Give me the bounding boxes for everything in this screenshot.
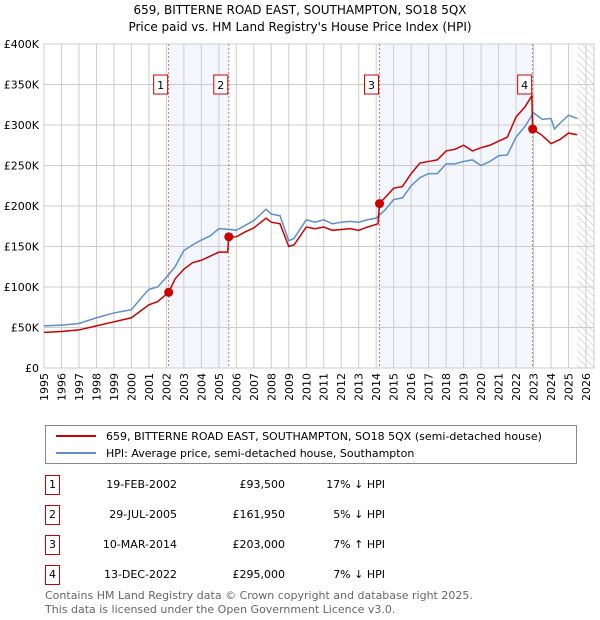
x-tick-label: 2023 (528, 373, 541, 400)
x-tick-label: 2022 (510, 373, 523, 400)
legend-label: HPI: Average price, semi-detached house,… (106, 446, 415, 460)
x-tick-label: 2018 (440, 373, 453, 400)
y-tick-label: £200K (4, 200, 40, 213)
x-tick-label: 2004 (195, 373, 208, 400)
y-tick-label: £400K (4, 38, 40, 51)
chart-plot: 1995 1996 1997 1998 1999 2000 2001 2002 2003 2004… (4, 38, 595, 400)
x-tick-label: 2011 (318, 373, 331, 400)
x-tick-label: 2024 (545, 373, 558, 400)
x-tick-label: 2001 (143, 373, 156, 400)
sale-marker-label: 4 (521, 79, 528, 92)
hpi-diff: 7% ↓ HPI (333, 568, 385, 581)
sale-point (375, 199, 385, 209)
x-tick-label: 2014 (370, 373, 383, 400)
hpi-diff: 5% ↓ HPI (333, 508, 385, 521)
x-tick-label: 2003 (178, 373, 191, 400)
hpi-diff: 7% ↑ HPI (333, 538, 385, 551)
price-line (43, 93, 578, 334)
footer-licence: This data is licensed under the Open Gov… (45, 603, 396, 616)
y-tick-label: £250K (4, 160, 40, 173)
sale-date: 29-JUL-2005 (109, 508, 177, 521)
sale-date: 19-FEB-2002 (106, 478, 177, 491)
sale-point (224, 232, 234, 242)
x-tick-label: 2012 (335, 373, 348, 400)
x-tick-label: 1997 (73, 373, 86, 400)
x-tick-label: 2025 (563, 373, 576, 400)
x-tick-label: 2009 (283, 373, 296, 400)
sale-marker-label: 2 (217, 79, 224, 92)
marker-badge: 2 (45, 505, 60, 525)
y-tick-label: £150K (4, 241, 40, 254)
chart-subtitle: Price paid vs. HM Land Registry's House … (128, 20, 472, 34)
y-tick-label: £0 (25, 362, 39, 375)
legend: 659, BITTERNE ROAD EAST, SOUTHAMPTON, SO… (45, 425, 577, 464)
sale-date: 10-MAR-2014 (102, 538, 177, 551)
sale-price: £295,000 (232, 568, 286, 581)
sale-point (528, 124, 538, 134)
sale-marker-box (213, 74, 229, 95)
legend-item-price: 659, BITTERNE ROAD EAST, SOUTHAMPTON, SO… (56, 428, 542, 444)
y-tick-label: £300K (4, 119, 40, 132)
plot-border (43, 43, 595, 369)
x-tick-label: 2006 (230, 373, 243, 400)
sale-marker-label: 1 (157, 79, 164, 92)
x-tick-label: 2015 (388, 373, 401, 400)
sale-price: £93,500 (239, 478, 286, 491)
marker-badge: 4 (45, 565, 60, 585)
footer-copyright: Contains HM Land Registry data © Crown c… (45, 589, 473, 602)
legend-label: 659, BITTERNE ROAD EAST, SOUTHAMPTON, SO… (106, 429, 542, 443)
x-tick-label: 2020 (475, 373, 488, 400)
x-tick-label: 2013 (353, 373, 366, 400)
x-tick-label: 1998 (90, 373, 103, 400)
sale-marker-box (517, 74, 533, 95)
y-tick-label: £100K (4, 281, 40, 294)
y-tick-label: £50K (11, 322, 40, 335)
sale-marker-box (153, 74, 169, 95)
sale-date: 13-DEC-2022 (103, 568, 177, 581)
marker-badge: 1 (45, 475, 60, 495)
hpi-diff: 17% ↓ HPI (326, 478, 385, 491)
x-tick-label: 2010 (300, 373, 313, 400)
x-tick-label: 2000 (125, 373, 138, 400)
x-tick-label: 2019 (458, 373, 471, 400)
legend-swatch (56, 435, 96, 437)
sale-price: £161,950 (232, 508, 286, 521)
x-tick-label: 2005 (213, 373, 226, 400)
sale-price: £203,000 (232, 538, 286, 551)
x-tick-label: 2016 (405, 373, 418, 400)
legend-item-hpi: HPI: Average price, semi-detached house,… (56, 445, 414, 461)
sale-marker-box (364, 74, 380, 95)
sale-point (164, 287, 174, 297)
hpi-line (43, 111, 578, 327)
x-tick-label: 1996 (55, 373, 68, 400)
x-tick-label: 2008 (265, 373, 278, 400)
x-tick-label: 2017 (423, 373, 436, 400)
x-tick-label: 2007 (248, 373, 261, 400)
sale-marker-label: 3 (368, 79, 375, 92)
y-tick-label: £350K (4, 79, 40, 92)
legend-swatch (56, 452, 96, 454)
x-tick-label: 1999 (108, 373, 121, 400)
x-tick-label: 2002 (160, 373, 173, 400)
marker-badge: 3 (45, 535, 60, 555)
x-tick-label: 1995 (38, 373, 51, 400)
x-tick-label: 2021 (493, 373, 506, 400)
x-tick-label: 2026 (580, 373, 593, 400)
chart-title: 659, BITTERNE ROAD EAST, SOUTHAMPTON, SO… (133, 3, 467, 17)
